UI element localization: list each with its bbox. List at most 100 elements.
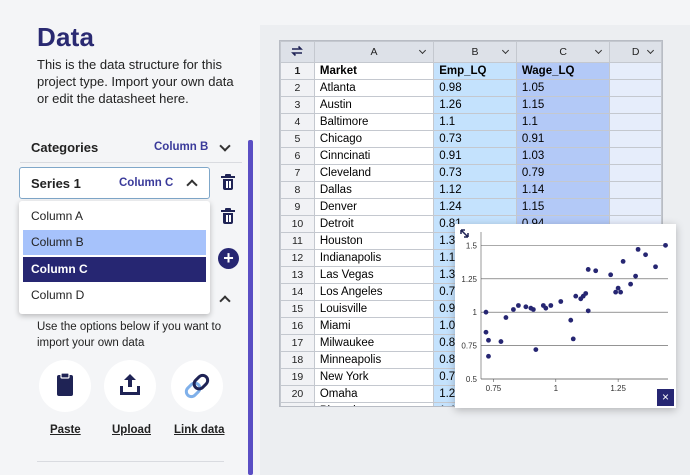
paste-label[interactable]: Paste	[50, 424, 81, 436]
chevron-up-icon[interactable]	[186, 179, 198, 191]
categories-column[interactable]: Column B	[154, 141, 209, 153]
y-tick-label: 0.75	[461, 342, 477, 351]
add-series-button[interactable]: +	[218, 248, 239, 269]
data-point	[593, 268, 599, 274]
table-cell[interactable]	[609, 181, 662, 199]
table-cell[interactable]: Emp_LQ	[433, 62, 517, 80]
table-cell[interactable]: 0.91	[515, 130, 611, 148]
table-cell[interactable]: Market	[313, 62, 435, 80]
delete-series-icon[interactable]	[221, 208, 235, 225]
data-point	[498, 339, 504, 344]
table-cell[interactable]: Houston	[313, 232, 435, 250]
table-cell[interactable]	[609, 198, 662, 216]
table-cell[interactable]: Atlanta	[313, 79, 435, 97]
table-cell[interactable]	[609, 130, 662, 148]
upload-label[interactable]: Upload	[112, 424, 151, 436]
data-point	[613, 289, 619, 295]
dropdown-option-column-a[interactable]: Column A	[31, 209, 84, 223]
table-cell[interactable]: Minneapolis	[313, 351, 435, 369]
table-cell[interactable]: Denver	[313, 198, 435, 216]
link-data-button[interactable]	[171, 360, 223, 412]
table-cell[interactable]: Detroit	[313, 215, 435, 233]
divider	[37, 461, 224, 462]
table-cell[interactable]	[609, 147, 662, 165]
data-point	[653, 264, 658, 270]
chevron-down-icon[interactable]	[219, 140, 231, 152]
data-point	[608, 272, 614, 278]
close-preview-button[interactable]: ×	[657, 389, 674, 406]
scatter-chart: 0.5 0.75 1 1.25 1.5 0.75 1 1.25	[460, 229, 668, 393]
table-cell[interactable]: 1.05	[515, 79, 611, 97]
table-cell[interactable]: 0.73	[433, 164, 517, 182]
table-cell[interactable]: 0.98	[433, 79, 517, 97]
row-number: 10	[280, 215, 315, 233]
x-tick-label: 0.75	[486, 384, 502, 393]
delete-series-icon[interactable]	[221, 174, 235, 191]
table-cell[interactable]: 1.15	[515, 198, 611, 216]
table-cell[interactable]: Omaha	[313, 385, 435, 403]
swap-icon[interactable]	[280, 41, 315, 63]
dropdown-option-column-d[interactable]: Column D	[31, 288, 85, 302]
table-cell[interactable]: 1.1	[515, 113, 611, 131]
table-cell[interactable]	[609, 113, 662, 131]
table-cell[interactable]: Louisville	[313, 300, 435, 318]
table-cell[interactable]: 0.91	[433, 147, 517, 165]
table-cell[interactable]: 1.24	[433, 198, 517, 216]
panel-scrollbar[interactable]	[248, 140, 253, 475]
table-cell[interactable]: Wage_LQ	[515, 62, 611, 80]
table-cell[interactable]: 0.79	[515, 164, 611, 182]
data-point	[533, 347, 539, 352]
table-cell[interactable]: Dallas	[313, 181, 435, 199]
chart-preview: 0.5 0.75 1 1.25 1.5 0.75 1 1.25	[455, 224, 676, 408]
table-cell[interactable]: Baltimore	[313, 113, 435, 131]
table-cell[interactable]: 1.03	[515, 147, 611, 165]
row-number: 20	[280, 385, 315, 403]
table-cell[interactable]: Las Vegas	[313, 266, 435, 284]
table-cell[interactable]: 1.1	[433, 113, 517, 131]
table-cell[interactable]	[609, 96, 662, 114]
table-cell[interactable]: New York	[313, 368, 435, 386]
column-header-a[interactable]: A	[313, 41, 435, 63]
chevron-up-icon[interactable]	[219, 295, 231, 307]
data-point	[585, 267, 591, 272]
table-cell[interactable]	[609, 164, 662, 182]
categories-row[interactable]: Categories Column B	[20, 133, 242, 163]
column-header-d[interactable]: D	[609, 41, 662, 63]
table-cell[interactable]: 1.26	[433, 96, 517, 114]
column-header-b[interactable]: B	[433, 41, 517, 63]
data-point	[483, 329, 489, 335]
series-column[interactable]: Column C	[119, 177, 174, 189]
table-cell[interactable]: Indianapolis	[313, 249, 435, 267]
data-point	[618, 289, 624, 295]
series-label: Series 1	[31, 176, 81, 191]
table-cell[interactable]: Phoenix	[313, 402, 435, 406]
data-point	[583, 291, 589, 296]
table-cell[interactable]: 0.73	[433, 130, 517, 148]
table-cell[interactable]	[609, 62, 662, 80]
data-point	[511, 307, 516, 312]
upload-button[interactable]	[104, 360, 156, 412]
table-cell[interactable]: 1.14	[515, 181, 611, 199]
table-cell[interactable]: 1.12	[433, 181, 517, 199]
row-number: 7	[280, 164, 315, 182]
series-select[interactable]: Series 1 Column C	[19, 167, 210, 199]
dropdown-option-column-c[interactable]: Column C	[23, 257, 206, 282]
column-header-c[interactable]: C	[515, 41, 611, 63]
table-cell[interactable]: Cinncinati	[313, 147, 435, 165]
dropdown-option-column-b[interactable]: Column B	[23, 230, 206, 255]
table-cell[interactable]: Cleveland	[313, 164, 435, 182]
column-dropdown: Column A Column B Column C Column D	[19, 201, 210, 314]
data-point	[635, 246, 641, 252]
table-cell[interactable]: Austin	[313, 96, 435, 114]
row-number: 2	[280, 79, 315, 97]
table-cell[interactable]: Chicago	[313, 130, 435, 148]
table-cell[interactable]: Milwaukee	[313, 334, 435, 352]
table-cell[interactable]: Los Angeles	[313, 283, 435, 301]
data-point	[516, 303, 521, 308]
table-cell[interactable]: Miami	[313, 317, 435, 335]
paste-button[interactable]	[39, 360, 91, 412]
table-cell[interactable]	[609, 79, 662, 97]
table-cell[interactable]: 1.15	[515, 96, 611, 114]
data-point	[615, 285, 621, 291]
link-data-label[interactable]: Link data	[174, 424, 225, 436]
